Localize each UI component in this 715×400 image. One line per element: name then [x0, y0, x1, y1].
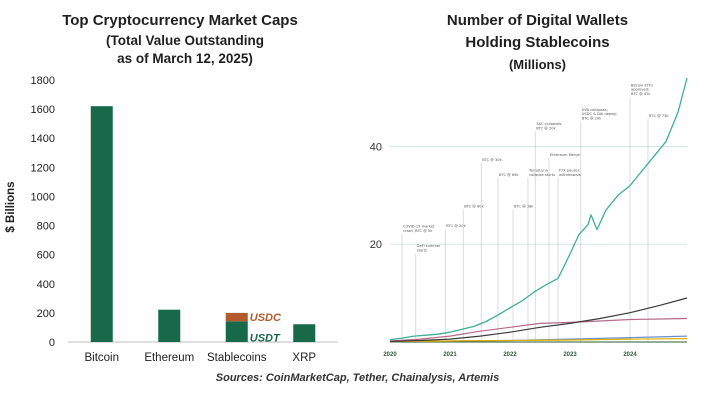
x-tick-label: Stablecoins — [207, 352, 267, 364]
wallets-chart-panel: Number of Digital Wallets Holding Stable… — [350, 0, 715, 370]
market-caps-chart-subtitle-line2: as of March 12, 2025) — [117, 51, 253, 66]
market-caps-chart-panel: Top Cryptocurrency Market Caps (Total Va… — [0, 0, 350, 370]
bar-xrp-usdt — [293, 324, 316, 342]
x-tick-label: 2024 — [623, 352, 637, 358]
y-tick-label: 40 — [370, 141, 382, 153]
y-tick-label: 1400 — [31, 133, 55, 145]
line-series-total — [389, 77, 688, 341]
line-series-series-2 — [389, 297, 688, 343]
annotation-text: BTC @ 20k — [446, 224, 466, 228]
annotation-text: withdrawals — [559, 173, 581, 177]
annotation-text: Ethereum Merge — [550, 153, 581, 157]
y-tick-label: 200 — [37, 308, 55, 320]
line-series-series-4 — [389, 338, 688, 343]
annotation-text: approved; — [631, 88, 649, 92]
y-tick-label: 20 — [370, 239, 382, 251]
x-tick-label: 2020 — [383, 352, 397, 358]
bar-stablecoins-usdt — [225, 321, 248, 342]
annotation-text: Bitcoin ETFs — [631, 83, 653, 87]
annotation-text: COVID-19 market — [403, 225, 435, 229]
annotation-text: BTC @ 20k — [582, 117, 602, 121]
wallets-chart-subtitle: (Millions) — [508, 57, 567, 72]
market-caps-chart-subtitle-line1: (Total Value Outstanding — [105, 33, 264, 48]
x-tick-label: Ethereum — [144, 352, 194, 364]
annotation-text: 3AC collapses; — [536, 122, 562, 126]
line-series-series-3 — [389, 317, 688, 342]
wallets-chart-title-line1: Number of Digital Wallets — [446, 12, 629, 29]
market-caps-bar-chart: 0 200 400 600 800 1000 1200 1400 1600 1800 $ Billi… — [5, 75, 338, 364]
annotation-text: BTC @ 20k — [536, 126, 556, 130]
annotation-text: USDC & DAI depeg; — [582, 112, 617, 116]
x-tick-label: XRP — [292, 352, 316, 364]
y-tick-label: 800 — [37, 221, 55, 233]
y-tick-label: 600 — [37, 250, 55, 262]
segment-label-usdt: USDT — [250, 333, 281, 345]
segment-label-usdc: USDC — [250, 312, 282, 324]
bar-bitcoin-usdt — [90, 106, 113, 342]
y-tick-label: 1000 — [31, 191, 55, 203]
annotation-text: starts — [417, 249, 427, 253]
x-tick-label: 2022 — [503, 352, 517, 358]
y-tick-label: 1200 — [31, 162, 55, 174]
annotation-text: SVB collapses; — [582, 108, 608, 112]
x-tick-label: 2023 — [563, 352, 577, 358]
annotation-text: BTC @ 38k — [514, 205, 534, 209]
y-axis-label: $ Billions — [5, 181, 17, 232]
annotation-text: collapse starts — [529, 173, 555, 177]
annotation-text: Terra/Luna — [528, 168, 548, 172]
bar-ethereum-usdt — [158, 309, 181, 342]
y-tick-label: 1800 — [31, 75, 55, 87]
annotation-text: BTC @ 69k — [499, 173, 519, 177]
y-tick-label: 400 — [37, 279, 55, 291]
x-tick-label: Bitcoin — [84, 352, 119, 364]
annotation-text: BTC @ 30k — [482, 158, 502, 162]
bar-stablecoins-usdc — [225, 312, 248, 322]
chart-sources-note: Sources: CoinMarketCap, Tether, Chainaly… — [215, 372, 500, 384]
annotation-text: BTC @ 47k — [631, 92, 651, 96]
y-tick-label: 0 — [49, 337, 55, 349]
annotation-text: crash, BTC @ 5k — [403, 229, 433, 233]
wallets-chart-title-line2: Holding Stablecoins — [465, 34, 610, 51]
annotation-text: BTC @ 73k — [649, 114, 669, 118]
y-tick-label: 1600 — [31, 104, 55, 116]
x-tick-label: 2021 — [443, 352, 457, 358]
annotation-text: BTC @ 60k — [464, 205, 484, 209]
market-caps-chart-title: Top Cryptocurrency Market Caps — [62, 12, 298, 29]
annotation-text: FTX pauses — [559, 168, 580, 172]
annotation-text: DeFi summer — [417, 244, 441, 248]
